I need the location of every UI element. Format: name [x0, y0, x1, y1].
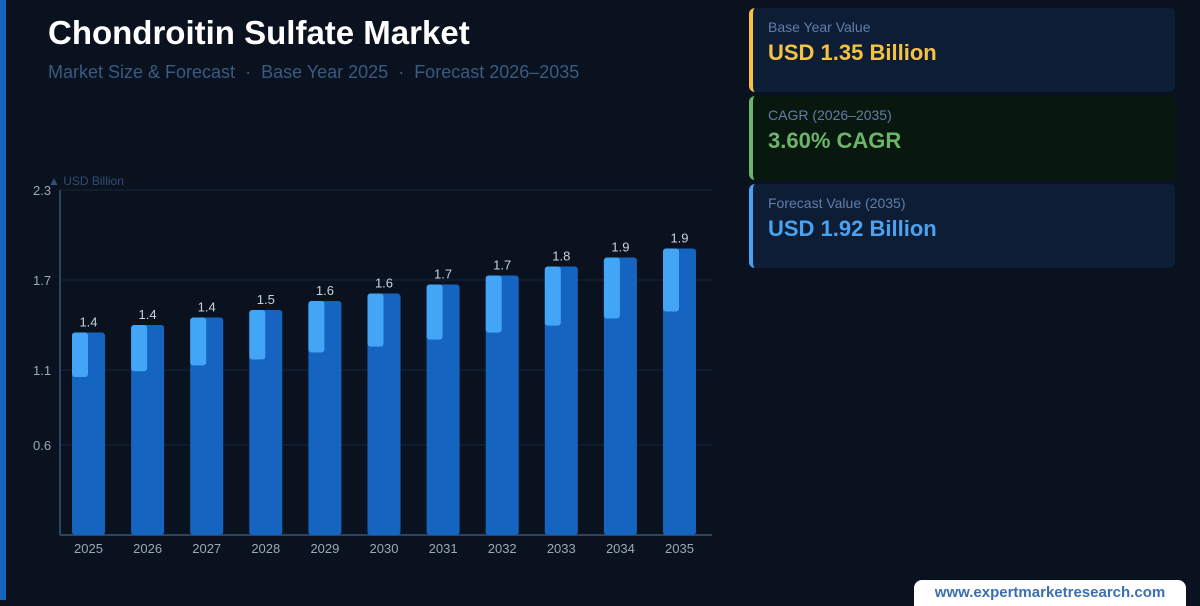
data-label-2035: 1.9	[670, 231, 688, 246]
data-label-2033: 1.8	[552, 249, 570, 264]
y-tick-label: 1.7	[33, 273, 51, 288]
forecast-card: Forecast Value (2035) USD 1.92 Billion	[749, 184, 1175, 268]
source-watermark[interactable]: www.expertmarketresearch.com	[914, 580, 1186, 606]
bar-2030	[367, 293, 401, 535]
bar-highlight-2025	[72, 332, 88, 378]
x-tick-label: 2025	[74, 541, 103, 556]
bar-2034	[603, 257, 637, 535]
bar-2031	[426, 284, 460, 535]
x-tick-label: 2030	[370, 541, 399, 556]
subtitle-market-size: Market Size & Forecast	[48, 62, 236, 82]
bar-highlight-2035	[663, 248, 679, 312]
y-tick-label: 1.1	[33, 363, 51, 378]
data-label-2032: 1.7	[493, 258, 511, 273]
subtitle-base-year: Base Year 2025	[261, 62, 389, 82]
x-tick-label: 2035	[665, 541, 694, 556]
data-label-2025: 1.4	[79, 315, 97, 330]
data-label-2029: 1.6	[316, 283, 334, 298]
cagr-value: 3.60% CAGR	[768, 128, 902, 153]
subtitle-forecast: Forecast 2026–2035	[414, 62, 580, 82]
bar-highlight-2030	[367, 293, 384, 347]
cagr-card: CAGR (2026–2035) 3.60% CAGR	[749, 96, 1175, 180]
bar-highlight-2034	[603, 257, 620, 319]
page-title: Chondroitin Sulfate Market	[48, 14, 470, 51]
bar-highlight-2029	[308, 301, 325, 353]
x-tick-label: 2026	[133, 541, 162, 556]
bar-highlight-2027	[190, 317, 207, 366]
forecast-value: USD 1.92 Billion	[768, 216, 937, 241]
bar-highlight-2031	[426, 284, 443, 340]
subtitle-separator: ·	[398, 62, 405, 82]
x-tick-label: 2028	[251, 541, 280, 556]
bar-2025	[72, 332, 105, 535]
bar-highlight-2032	[485, 275, 502, 333]
bar-2029	[308, 301, 342, 535]
forecast-label: Forecast Value (2035)	[768, 195, 906, 211]
left-accent-bar	[0, 0, 6, 600]
base-year-value: USD 1.35 Billion	[768, 40, 937, 65]
data-label-2028: 1.5	[257, 292, 275, 307]
bar-highlight-2028	[249, 310, 266, 360]
y-tick-label: 2.3	[33, 183, 51, 198]
x-tick-label: 2031	[429, 541, 458, 556]
bar-2033	[544, 266, 578, 535]
base-year-label: Base Year Value	[768, 19, 871, 35]
bar-highlight-2026	[131, 325, 148, 372]
bar-2035	[663, 248, 696, 535]
y-tick-label: 0.6	[33, 438, 51, 453]
subtitle-separator: ·	[245, 62, 252, 82]
x-tick-label: 2034	[606, 541, 635, 556]
page-subtitle: Market Size & Forecast · Base Year 2025 · Fo…	[48, 62, 579, 83]
data-label-2031: 1.7	[434, 267, 452, 282]
cagr-label: CAGR (2026–2035)	[768, 107, 892, 123]
data-label-2034: 1.9	[611, 240, 629, 255]
bar-highlight-2033	[544, 266, 561, 326]
market-bar-chart: 0.6 1.1 1.7 2.3▲ USD Billion 1.4 2025 1.4 2026 1…	[33, 174, 712, 556]
bar-2028	[249, 310, 283, 535]
bar-2026	[131, 325, 165, 535]
x-tick-label: 2029	[310, 541, 339, 556]
y-axis-unit-label: ▲ USD Billion	[48, 174, 124, 188]
data-label-2027: 1.4	[198, 300, 216, 315]
bar-2027	[190, 317, 224, 535]
data-label-2030: 1.6	[375, 276, 393, 291]
x-tick-label: 2032	[488, 541, 517, 556]
base-year-card: Base Year Value USD 1.35 Billion	[749, 8, 1175, 92]
x-tick-label: 2027	[192, 541, 221, 556]
x-tick-label: 2033	[547, 541, 576, 556]
data-label-2026: 1.4	[139, 307, 157, 322]
bar-2032	[485, 275, 519, 535]
